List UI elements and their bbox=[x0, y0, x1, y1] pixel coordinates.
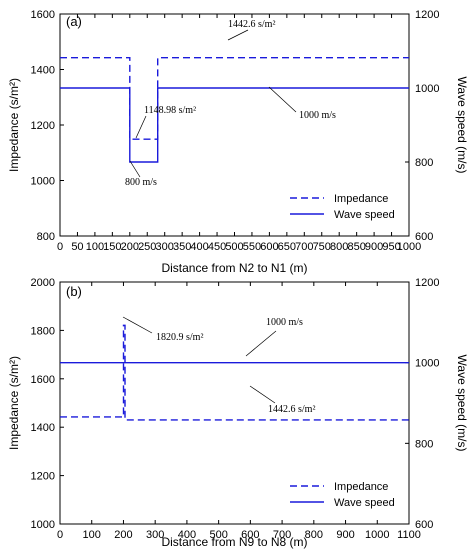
x-tick-label: 200 bbox=[114, 529, 132, 541]
chart-panel-b: 0 100 200 300 400 500 600 700 800 900 1000 1100 1000… bbox=[7, 277, 469, 549]
y-left-tick-label: 1000 bbox=[31, 519, 55, 531]
y-right-tick-label: 600 bbox=[415, 231, 433, 243]
annotation-label: 1820.9 s/m² bbox=[156, 332, 203, 343]
legend-label-wave-speed: Wave speed bbox=[334, 209, 395, 221]
annotation-label: 1442.6 s/m² bbox=[228, 19, 275, 30]
y-right-tick-label: 1200 bbox=[415, 9, 439, 21]
series-line-impedance bbox=[60, 57, 409, 140]
y-left-tick-label: 1400 bbox=[31, 422, 55, 434]
x-tick-label: 1100 bbox=[397, 529, 421, 541]
y-left-tick-label: 1200 bbox=[31, 471, 55, 483]
annotation-leader bbox=[135, 115, 147, 139]
y-left-axis-label: Impedance (s/m²) bbox=[7, 356, 21, 450]
plot-frame bbox=[59, 281, 410, 525]
legend-label-wave-speed: Wave speed bbox=[334, 497, 395, 509]
x-tick-label: 200 bbox=[121, 241, 139, 253]
annotation-leader bbox=[249, 385, 276, 404]
legend-label-impedance: Impedance bbox=[334, 481, 388, 493]
x-tick-label: 750 bbox=[313, 241, 331, 253]
y-right-tick-label: 1000 bbox=[415, 358, 439, 370]
x-tick-label: 1000 bbox=[365, 529, 389, 541]
y-left-tick-label: 1800 bbox=[31, 325, 55, 337]
x-tick-label: 650 bbox=[278, 241, 296, 253]
y-left-tick-label: 1000 bbox=[31, 176, 55, 188]
y-right-tick-label: 800 bbox=[415, 157, 433, 169]
annotation-leader bbox=[268, 86, 297, 113]
annotation-label: 1442.6 s/m² bbox=[268, 404, 315, 415]
y-right-tick-label: 1200 bbox=[415, 277, 439, 289]
y-right-tick-label: 1000 bbox=[415, 83, 439, 95]
y-right-tick-label: 800 bbox=[415, 438, 433, 450]
y-left-tick-label: 1600 bbox=[31, 9, 55, 21]
chart-panel-a: 0 50 100 150 200 250 300 350 400 450 500 550 600 650 7… bbox=[7, 9, 469, 275]
x-tick-label: 700 bbox=[295, 241, 313, 253]
x-axis-label: Distance from N9 to N8 (m) bbox=[161, 535, 307, 549]
x-tick-label: 500 bbox=[225, 241, 243, 253]
x-tick-label: 150 bbox=[103, 241, 121, 253]
annotation-label: 1000 m/s bbox=[299, 110, 336, 121]
x-tick-label: 800 bbox=[330, 241, 348, 253]
x-tick-label: 300 bbox=[146, 529, 164, 541]
x-tick-label: 800 bbox=[305, 529, 323, 541]
x-tick-label: 950 bbox=[382, 241, 400, 253]
x-tick-label: 700 bbox=[273, 529, 291, 541]
panel-label: (a) bbox=[66, 14, 82, 29]
annotation-label: 1000 m/s bbox=[266, 317, 303, 328]
x-axis-label: Distance from N2 to N1 (m) bbox=[161, 261, 307, 275]
x-tick-label: 900 bbox=[336, 529, 354, 541]
y-left-tick-label: 1400 bbox=[31, 65, 55, 77]
annotation-label: 800 m/s bbox=[125, 177, 157, 188]
x-tick-label: 350 bbox=[173, 241, 191, 253]
x-tick-label: 900 bbox=[365, 241, 383, 253]
x-tick-label: 250 bbox=[138, 241, 156, 253]
annotation-leader bbox=[122, 316, 153, 334]
x-tick-label: 600 bbox=[260, 241, 278, 253]
annotation-leader bbox=[245, 330, 277, 357]
x-tick-label: 300 bbox=[156, 241, 174, 253]
x-tick-label: 0 bbox=[57, 241, 63, 253]
y-left-tick-label: 1200 bbox=[31, 120, 55, 132]
y-left-tick-label: 1600 bbox=[31, 374, 55, 386]
x-tick-label: 1000 bbox=[397, 241, 421, 253]
y-left-tick-label: 800 bbox=[37, 231, 55, 243]
x-tick-label: 400 bbox=[178, 529, 196, 541]
x-tick-label: 100 bbox=[86, 241, 104, 253]
x-tick-label: 0 bbox=[57, 529, 63, 541]
y-right-tick-label: 600 bbox=[415, 519, 433, 531]
x-tick-label: 850 bbox=[347, 241, 365, 253]
x-tick-label: 550 bbox=[243, 241, 261, 253]
series-line-impedance bbox=[60, 324, 409, 421]
x-tick-label: 600 bbox=[241, 529, 259, 541]
y-left-tick-label: 2000 bbox=[31, 277, 55, 289]
x-tick-label: 500 bbox=[209, 529, 227, 541]
y-right-axis-label: Wave speed (m/s) bbox=[455, 355, 469, 452]
annotation-leader bbox=[129, 160, 141, 178]
annotation-label: 1148.98 s/m² bbox=[144, 105, 196, 116]
y-right-axis-label: Wave speed (m/s) bbox=[455, 77, 469, 174]
panel-label: (b) bbox=[66, 284, 82, 299]
x-tick-label: 50 bbox=[71, 241, 83, 253]
y-left-axis-label: Impedance (s/m²) bbox=[7, 78, 21, 172]
x-tick-label: 450 bbox=[208, 241, 226, 253]
x-tick-label: 100 bbox=[83, 529, 101, 541]
annotation-leader bbox=[227, 29, 249, 41]
series-line-wave-speed bbox=[60, 87, 409, 163]
legend-label-impedance: Impedance bbox=[334, 193, 388, 205]
x-tick-label: 400 bbox=[190, 241, 208, 253]
